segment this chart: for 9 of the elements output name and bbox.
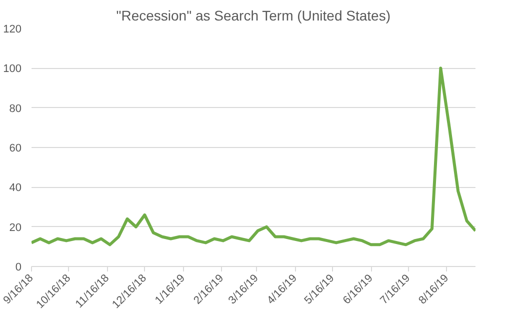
line-series [32, 66, 476, 246]
y-tick-label: 60 [9, 142, 22, 154]
y-tick-label: 0 [15, 262, 22, 274]
chart-title: "Recession" as Search Term (United States) [116, 8, 391, 24]
y-tick-label: 100 [3, 63, 22, 76]
y-tick-label: 80 [9, 102, 22, 115]
y-tick-label: 20 [9, 222, 22, 234]
y-tick-label: 40 [9, 182, 22, 194]
y-tick-label: 120 [3, 24, 22, 36]
